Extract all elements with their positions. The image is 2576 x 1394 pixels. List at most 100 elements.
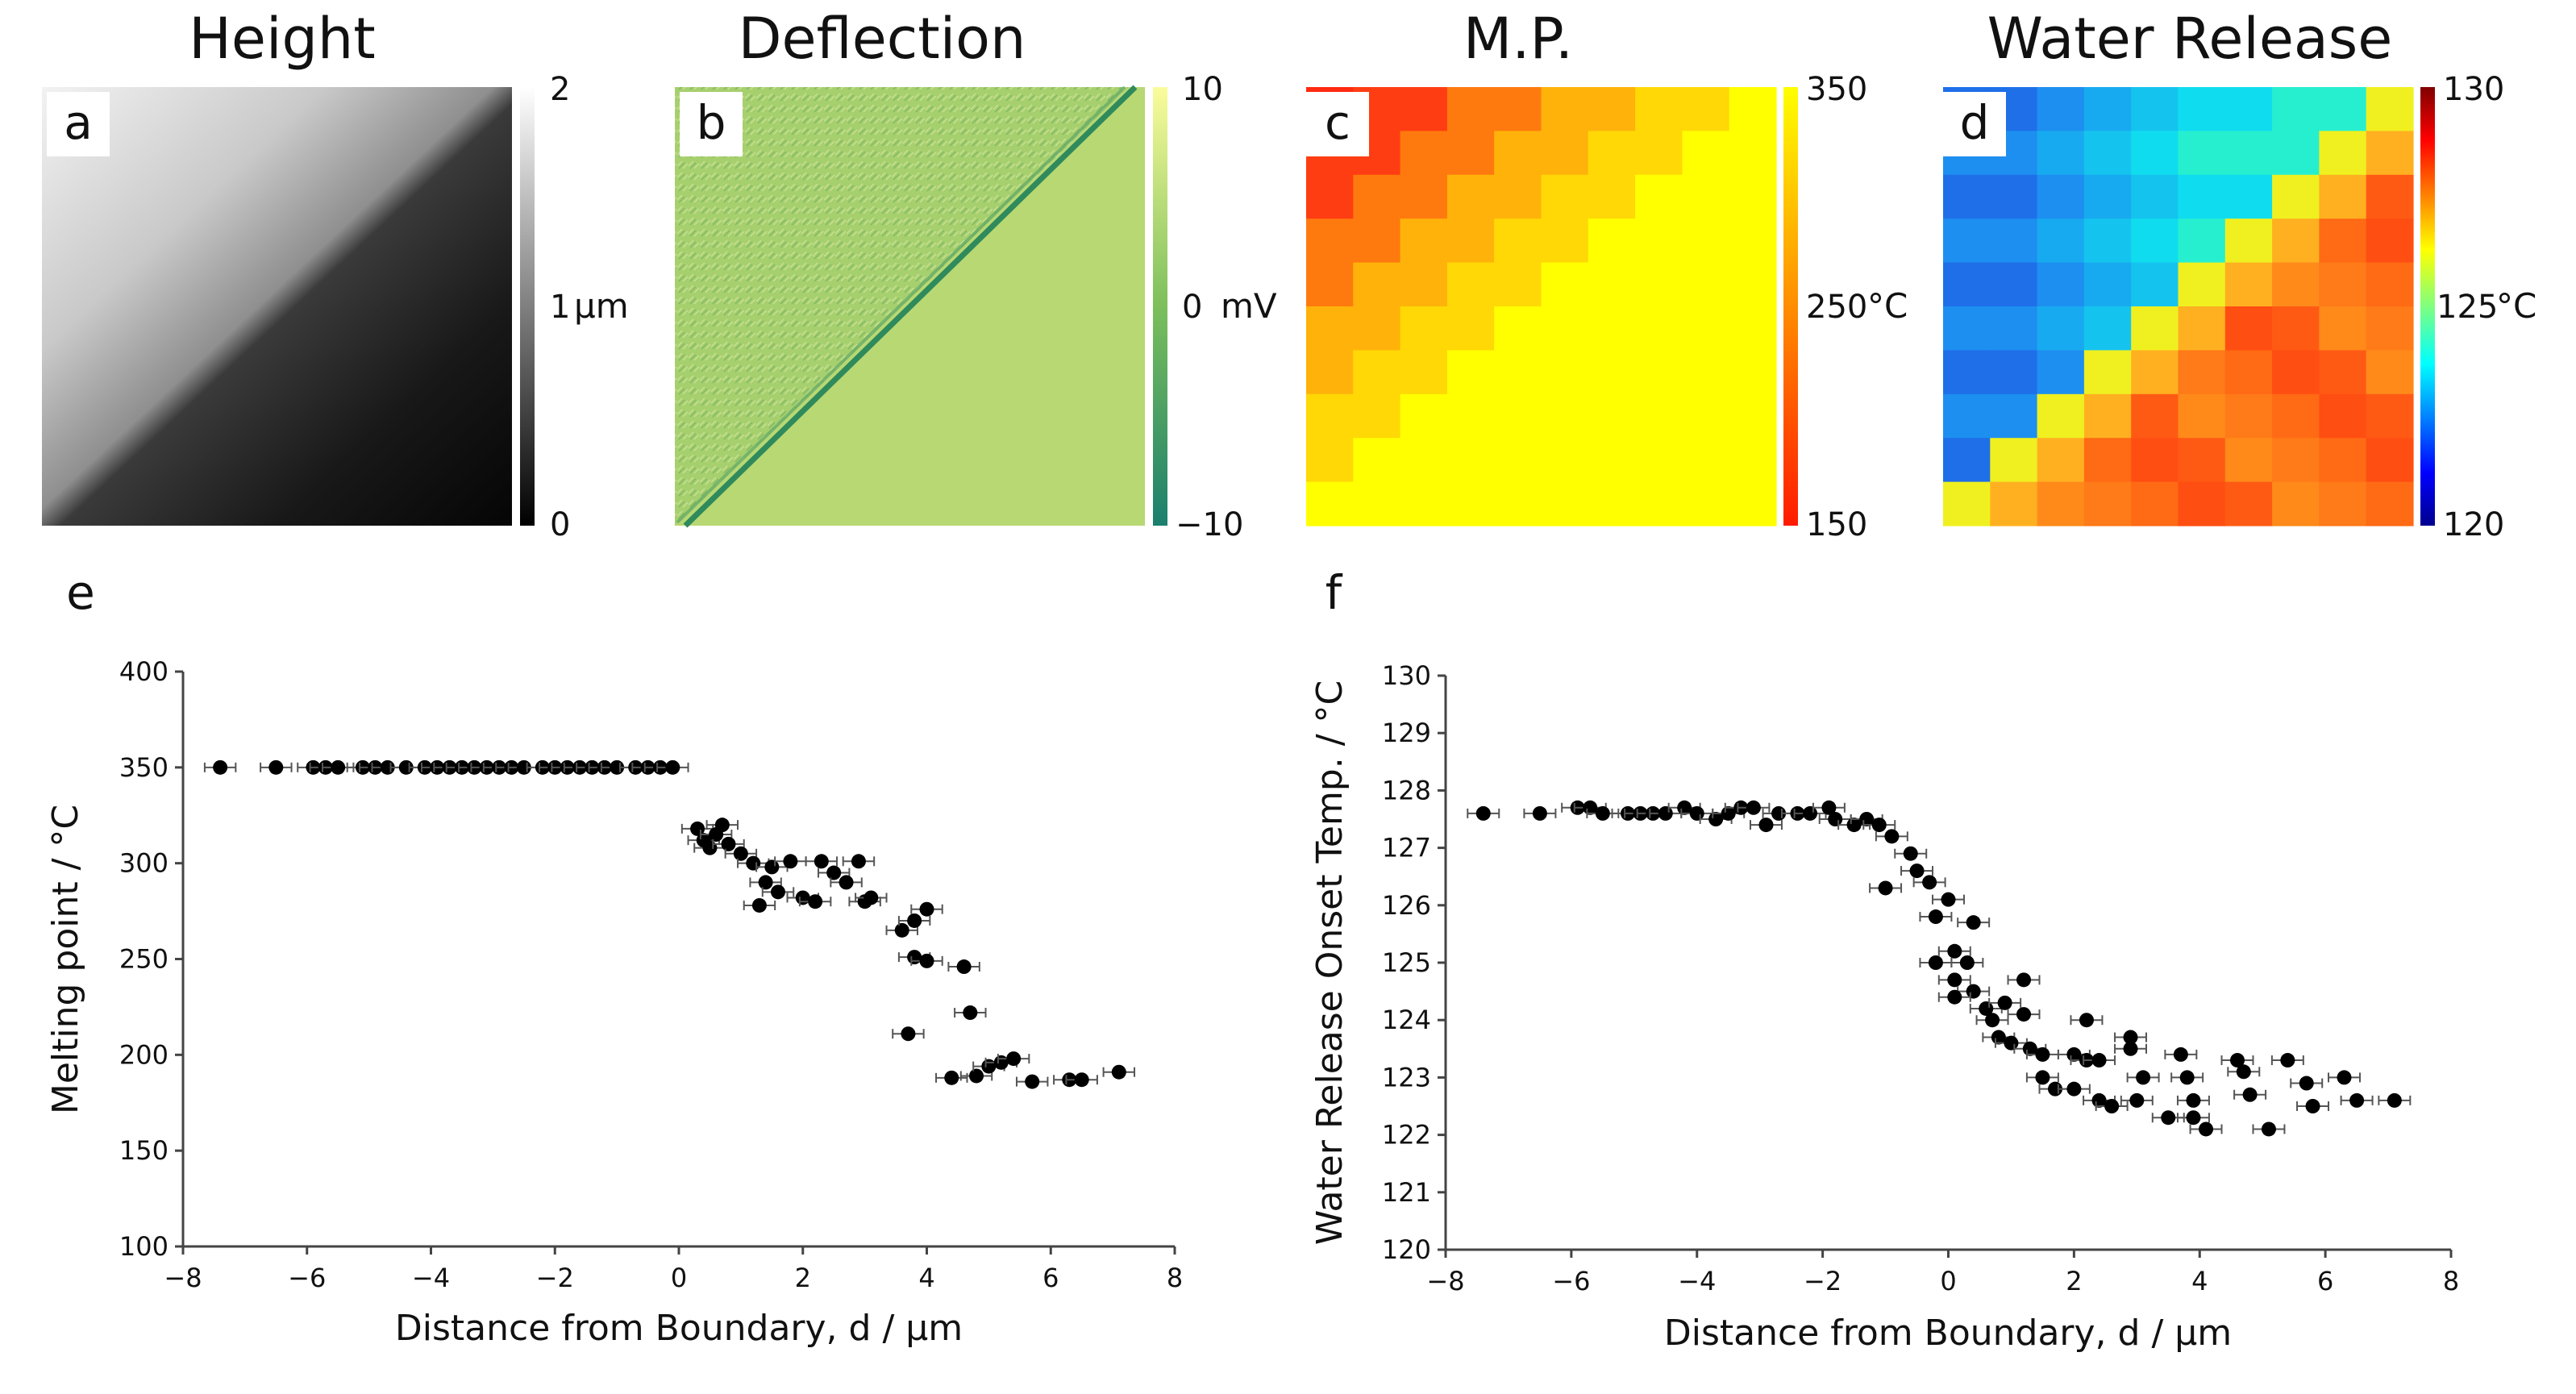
mp-cell (1494, 481, 1542, 526)
chart-f-marker (1928, 955, 1943, 970)
mp-cell (1635, 131, 1683, 176)
water-cell (2224, 438, 2273, 483)
chart-e-x-tick-label: 8 (1167, 1263, 1183, 1293)
chart-e-x-tick-label: −4 (412, 1263, 450, 1293)
water-cell (1990, 481, 2038, 526)
mp-cell (1494, 131, 1542, 176)
chart-e-marker (944, 1070, 959, 1085)
mp-cell (1306, 438, 1354, 483)
chart-f-x-tick-label: 2 (2066, 1266, 2082, 1296)
water-cell (1943, 393, 1991, 439)
chart-f-marker (1532, 805, 1547, 821)
mp-cell (1400, 174, 1448, 219)
chart-e-marker (907, 913, 922, 928)
mp-cell (1541, 438, 1589, 483)
water-cell (1943, 350, 1991, 395)
water-cell (2272, 218, 2320, 264)
chart-e-marker (993, 1055, 1009, 1070)
chart-f-point (2270, 1053, 2304, 1068)
chart-f-marker (2066, 1081, 2082, 1096)
water-cell (2319, 218, 2367, 264)
water-cell (2037, 174, 2085, 219)
water-cell (2272, 350, 2320, 395)
chart-e-x-tick-label: 2 (795, 1263, 811, 1293)
water-cell (2131, 350, 2179, 395)
water-cell (1990, 174, 2038, 219)
mp-cell (1446, 131, 1495, 176)
water-cell (2083, 174, 2132, 219)
chart-f-x-tick-label: −2 (1804, 1266, 1841, 1296)
chart-f-y-label: Water Release Onset Temp. / °C (1309, 680, 1350, 1245)
water-cell (2178, 174, 2226, 219)
chart-e-marker (1025, 1074, 1040, 1089)
chart-f-y-tick-label: 126 (1382, 890, 1431, 921)
chart-f-point (1812, 800, 1846, 815)
chart-f-point (2328, 1070, 2361, 1085)
height-map (42, 87, 512, 526)
water-cell (2131, 481, 2179, 526)
mp-cell (1635, 481, 1683, 526)
chart-f-marker (2242, 1087, 2258, 1102)
water-cell (2272, 87, 2320, 131)
mp-cell (1635, 350, 1683, 395)
water-cell (2037, 262, 2085, 307)
chart-f-marker (1821, 800, 1837, 815)
water-cell (2037, 87, 2085, 131)
water-cell (2224, 131, 2273, 176)
mp-scale-max: 350 (1806, 71, 1867, 108)
chart-f-y-tick-label: 130 (1382, 660, 1431, 691)
water-cell (2224, 218, 2273, 264)
water-cell (2131, 218, 2179, 264)
chart-f-y-tick-label: 120 (1382, 1234, 1431, 1265)
water-cell (2319, 87, 2367, 131)
chart-f-point (2176, 1110, 2210, 1126)
chart-f-marker (2123, 1041, 2138, 1056)
mp-cell (1729, 87, 1777, 131)
water-cell (2083, 393, 2132, 439)
chart-e-point (1102, 1064, 1136, 1080)
chart-f-marker (1928, 909, 1943, 925)
mp-cell (1494, 87, 1542, 131)
water-cell (1990, 438, 2038, 483)
mp-cell (1635, 87, 1683, 131)
mp-cell (1729, 262, 1777, 307)
mp-cell (1588, 174, 1636, 219)
mp-cell (1306, 174, 1354, 219)
height-title: Height (189, 6, 375, 72)
panel-c-label-box (1306, 92, 1369, 156)
chart-e-melting-point: e −8 −6 −4 −2 0 2 4 6 8 100 150 200 250 300 350 400 Dis… (45, 565, 1183, 1349)
chart-f-marker (1903, 846, 1918, 861)
mp-cell (1446, 87, 1495, 131)
chart-f-marker (1871, 818, 1887, 833)
chart-f-marker (2261, 1121, 2276, 1137)
mp-title: M.P. (1463, 6, 1573, 72)
mp-cell (1353, 218, 1401, 264)
mp-cell (1446, 262, 1495, 307)
chart-f-point (2120, 1092, 2154, 1108)
chart-e-y-tick-label: 200 (119, 1039, 169, 1070)
chart-f-point (2296, 1099, 2330, 1113)
mp-cell (1588, 350, 1636, 395)
water-cell (2272, 131, 2320, 176)
water-cell (2131, 393, 2179, 439)
chart-f-point (2070, 1013, 2104, 1028)
water-cell (2083, 131, 2132, 176)
chart-e-point (260, 759, 293, 775)
chart-f-marker (2337, 1070, 2352, 1085)
chart-e-marker (814, 854, 829, 869)
chart-f-x-tick-label: 0 (1940, 1266, 1956, 1296)
chart-f-y-tick-label: 123 (1382, 1062, 1431, 1092)
chart-f-marker (1909, 863, 1925, 879)
chart-e-marker (894, 922, 909, 938)
mp-cell (1494, 438, 1542, 483)
chart-f-x-tick-label: 4 (2191, 1266, 2208, 1296)
panel-a-height: Height a 2 1 μm 0 (42, 6, 629, 543)
mp-cell (1541, 481, 1589, 526)
chart-f-point (1937, 972, 1971, 988)
water-cell (2037, 218, 2085, 264)
height-scale-min: 0 (550, 506, 570, 543)
mp-cell (1446, 306, 1495, 351)
chart-e-marker (956, 959, 972, 975)
mp-cell (1729, 350, 1777, 395)
water-cell (2037, 306, 2085, 351)
